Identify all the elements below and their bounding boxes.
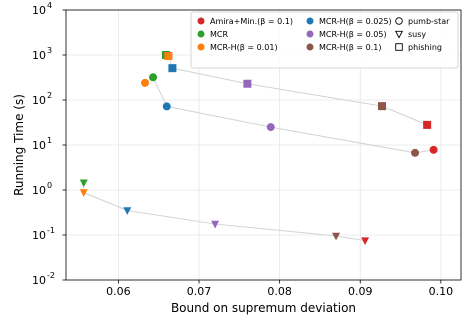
data-point: [164, 52, 173, 61]
data-point: [411, 148, 420, 157]
data-point: [79, 179, 88, 188]
data-point: [332, 232, 341, 241]
legend-marker: [395, 17, 403, 25]
data-point: [423, 120, 432, 129]
legend-marker: [306, 30, 314, 38]
data-point: [243, 79, 252, 88]
data-point: [123, 207, 132, 215]
data-point: [79, 189, 88, 197]
legend-label: MCR: [210, 30, 228, 39]
y-tick-label: 10: [32, 94, 46, 107]
legend-marker: [394, 30, 404, 39]
data-points: [79, 51, 438, 246]
y-tick-label: 10: [32, 184, 46, 197]
y-tick-label: 10: [32, 4, 46, 17]
legend: Amira+Min.(β = 0.1) MCR MCR-H(β = 0.01) MCR…: [190, 11, 459, 69]
legend-marker: [197, 30, 205, 38]
legend-label: susy: [408, 30, 426, 39]
data-point: [211, 220, 220, 229]
x-tick-label: 0.07: [187, 285, 212, 298]
legend-label: MCR-H(β = 0.01): [210, 43, 278, 52]
y-tick-label: 10: [32, 229, 46, 242]
x-tick-label: 0.09: [348, 285, 373, 298]
data-point: [168, 64, 177, 73]
x-axis: 0.06 0.07 0.08 0.09 0.10: [106, 280, 453, 298]
connector-lines: [83, 54, 434, 242]
data-point: [162, 102, 171, 111]
legend-marker: [197, 43, 205, 51]
data-point: [361, 237, 370, 246]
y-tick-exponent: 2: [47, 91, 52, 100]
legend-marker: [306, 17, 314, 25]
legend-marker: [306, 43, 314, 51]
x-tick-label: 0.10: [429, 285, 454, 298]
connector-line-pumb-star: [144, 76, 434, 154]
y-axis-label: Running Time (s): [12, 94, 26, 196]
y-tick-exponent: -1: [47, 226, 55, 235]
y-tick-exponent: 0: [47, 181, 52, 190]
data-point: [429, 145, 438, 154]
data-point: [141, 78, 149, 87]
y-tick-exponent: 3: [47, 46, 52, 55]
y-tick-label: 10: [32, 274, 46, 287]
x-tick-label: 0.06: [106, 285, 131, 298]
y-tick-exponent: -2: [47, 271, 55, 280]
legend-label: phishing: [408, 43, 442, 52]
y-tick-exponent: 1: [47, 136, 52, 145]
data-point: [149, 73, 158, 82]
x-tick-label: 0.08: [267, 285, 292, 298]
data-point: [266, 123, 275, 132]
legend-marker: [197, 17, 205, 25]
y-tick-label: 10: [32, 49, 46, 62]
legend-label: MCR-H(β = 0.05): [319, 30, 387, 39]
legend-label: MCR-H(β = 0.1): [319, 43, 381, 52]
x-axis-label: Bound on supremum deviation: [171, 301, 356, 315]
legend-marker: [395, 43, 403, 51]
legend-label: pumb-star: [408, 17, 450, 26]
legend-label: MCR-H(β = 0.025): [319, 17, 392, 26]
legend-box: [190, 11, 459, 69]
y-tick-label: 10: [32, 139, 46, 152]
legend-label: Amira+Min.(β = 0.1): [210, 17, 293, 26]
y-tick-exponent: 4: [47, 1, 52, 10]
data-point: [378, 102, 386, 111]
